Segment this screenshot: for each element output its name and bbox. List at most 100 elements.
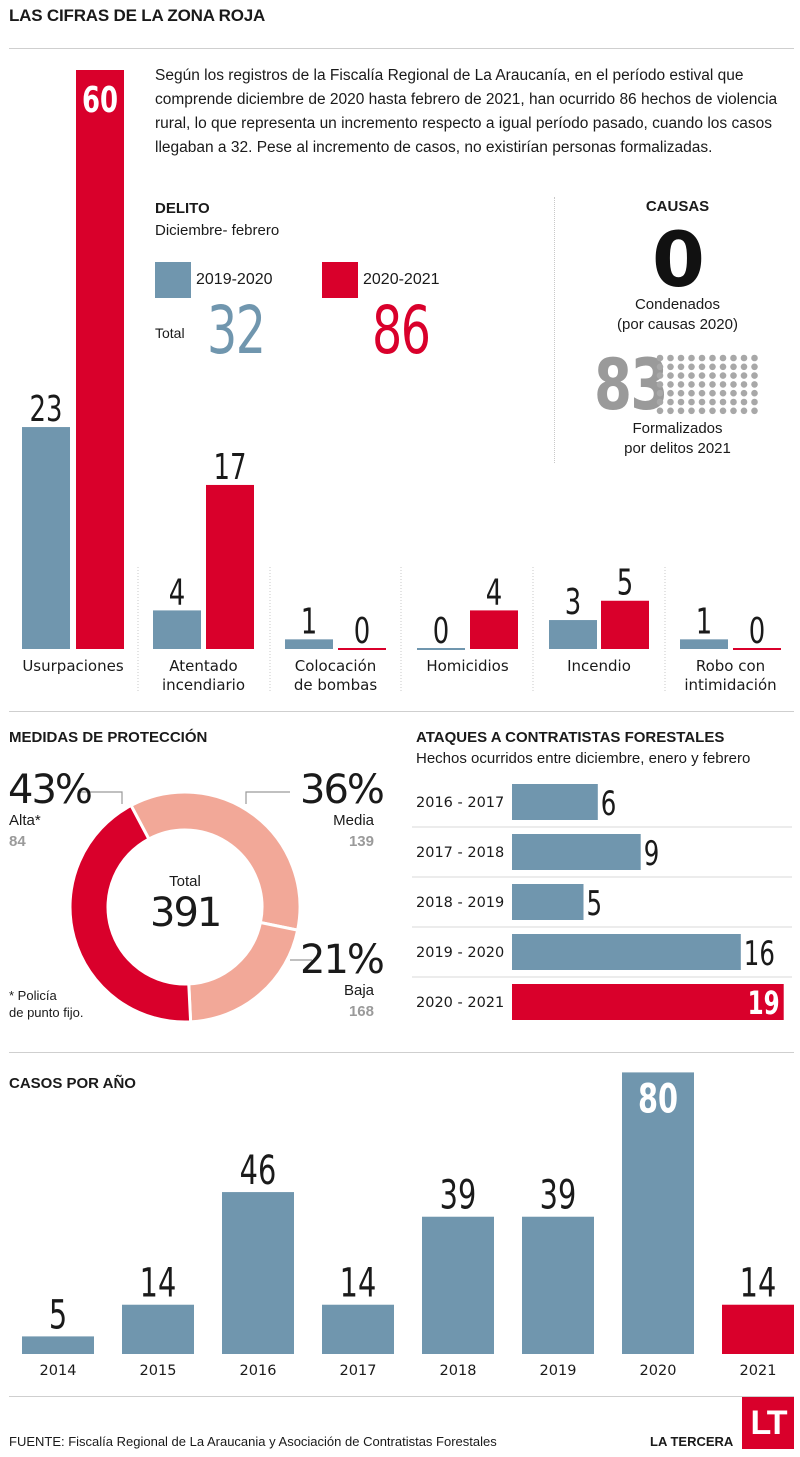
- casos-value-2017: 14: [340, 1261, 377, 1307]
- casos-bar-2019: [522, 1216, 594, 1354]
- ataques-bar-2017-2018: [512, 834, 641, 870]
- casos-value-2018: 39: [440, 1173, 477, 1219]
- formalizados-dot: [730, 381, 737, 388]
- formalizados-dot: [698, 407, 706, 415]
- casos-value-2014: 5: [49, 1293, 67, 1339]
- formalizados-dot: [656, 372, 664, 379]
- value-robo-con-intimidacion-2019-2020: 1: [696, 601, 712, 642]
- header-divider: [9, 48, 794, 49]
- leader-line-media: [245, 791, 290, 804]
- donut-slice-baja: [187, 920, 300, 1024]
- casos-value-2019: 39: [540, 1173, 577, 1219]
- ataques-label-2019-2020: 2019 - 2020: [416, 945, 504, 961]
- value-atentado-incendiario-2020-2021: 17: [214, 447, 247, 488]
- casos-year-2014: 2014: [40, 1363, 77, 1379]
- formalizados-dot: [719, 354, 727, 362]
- bar-incendio-2020-2021: [601, 600, 649, 649]
- causas-divider: [554, 197, 555, 463]
- formalizados-dot: [730, 354, 737, 362]
- total-2020-2021: 86: [372, 292, 431, 369]
- media-label: Media: [333, 812, 374, 829]
- value-usurpaciones-2019-2020: 23: [30, 389, 63, 430]
- ataques-subtitle: Hechos ocurridos entre diciembre, enero …: [416, 750, 751, 767]
- formalizados-dot: [709, 354, 716, 362]
- formalizados-dot: [677, 363, 685, 371]
- casos-year-2020: 2020: [640, 1363, 677, 1379]
- casos-bar-2018: [422, 1216, 494, 1354]
- formalizados-label-2: por delitos 2021: [624, 440, 731, 457]
- category-label-atentado-incendiario: Atentado: [169, 657, 237, 675]
- category-label-robo-con-intimidacion: intimidación: [684, 676, 776, 694]
- section-divider-1: [9, 711, 794, 712]
- formalizados-dot: [719, 398, 727, 406]
- medidas-donut-chart: [68, 790, 312, 1024]
- formalizados-dot: [698, 354, 706, 362]
- formalizados-dot: [677, 407, 685, 415]
- formalizados-dot: [751, 354, 758, 362]
- formalizados-dot-grid: [656, 354, 758, 415]
- formalizados-dot: [688, 381, 695, 388]
- ataques-label-2018-2019: 2018 - 2019: [416, 895, 504, 911]
- formalizados-dot: [740, 363, 748, 371]
- formalizados-dot: [709, 398, 716, 406]
- ataques-value-2020-2021: 19: [748, 984, 780, 1022]
- formalizados-dot: [719, 389, 727, 397]
- bar-colocacion-de-bombas-2019-2020: [285, 639, 333, 649]
- medidas-total-label: Total: [169, 873, 201, 890]
- formalizados-dot: [656, 398, 664, 406]
- formalizados-dot: [656, 354, 664, 362]
- formalizados-value: 83: [594, 344, 668, 426]
- footer-brand: LA TERCERA: [650, 1434, 734, 1449]
- ataques-value-2016-2017: 6: [601, 784, 617, 823]
- causas-title: CAUSAS: [645, 198, 710, 215]
- category-label-robo-con-intimidacion: Robo con: [696, 657, 765, 675]
- bar-usurpaciones-2020-2021: [76, 70, 124, 649]
- formalizados-dot: [667, 372, 674, 379]
- casos-bar-2014: [22, 1336, 94, 1354]
- casos-year-2018: 2018: [440, 1363, 477, 1379]
- formalizados-dot: [709, 363, 716, 371]
- formalizados-dot: [740, 354, 748, 362]
- donut-slice-alta: [68, 803, 193, 1024]
- formalizados-dot: [719, 407, 727, 415]
- casos-value-2021: 14: [740, 1261, 777, 1307]
- formalizados-dot: [740, 372, 748, 379]
- ataques-value-2019-2020: 16: [744, 934, 775, 973]
- formalizados-dot: [688, 389, 695, 397]
- category-label-atentado-incendiario: incendiario: [162, 676, 245, 694]
- bar-usurpaciones-2019-2020: [22, 427, 70, 649]
- formalizados-dot: [688, 354, 695, 362]
- ataques-title: ATAQUES A CONTRATISTAS FORESTALES: [416, 729, 725, 746]
- category-label-incendio: Incendio: [567, 657, 631, 675]
- baja-label: Baja: [343, 982, 374, 999]
- formalizados-dot: [709, 407, 716, 415]
- casos-year-2016: 2016: [240, 1363, 277, 1379]
- ataques-value-2017-2018: 9: [644, 834, 660, 873]
- baja-count: 168: [348, 1003, 374, 1020]
- formalizados-dot: [719, 372, 727, 379]
- alta-pct: 43%: [8, 767, 93, 813]
- legend-label-2019-2020: 2019-2020: [196, 271, 273, 288]
- bar-robo-con-intimidacion-2019-2020: [680, 639, 728, 649]
- delito-subtitle: Diciembre- febrero: [155, 222, 280, 239]
- formalizados-dot: [730, 407, 737, 415]
- leader-line-alta: [80, 791, 123, 804]
- formalizados-dot: [751, 398, 758, 406]
- formalizados-dot: [656, 389, 664, 397]
- page-title: LAS CIFRAS DE LA ZONA ROJA: [9, 6, 266, 25]
- casos-bar-2020: [622, 1072, 694, 1354]
- formalizados-dot: [751, 407, 758, 415]
- formalizados-dot: [677, 372, 685, 379]
- media-pct: 36%: [300, 767, 385, 813]
- casos-bar-2016: [222, 1192, 294, 1354]
- medidas-total-value: 391: [150, 890, 222, 936]
- formalizados-dot: [719, 363, 727, 371]
- formalizados-dot: [740, 389, 748, 397]
- media-count: 139: [348, 833, 374, 850]
- formalizados-dot: [677, 389, 685, 397]
- formalizados-dot: [677, 354, 685, 362]
- value-homicidios-2020-2021: 4: [486, 572, 502, 613]
- bar-homicidios-2020-2021: [470, 610, 518, 649]
- formalizados-dot: [667, 381, 674, 388]
